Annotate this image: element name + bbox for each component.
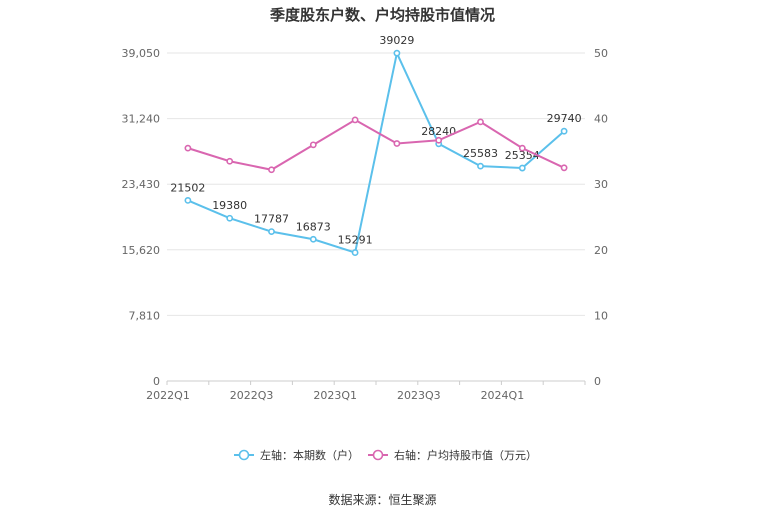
series-line <box>187 50 565 254</box>
x-axis-tick-label: 2023Q1 <box>313 389 357 402</box>
data-point <box>393 140 401 147</box>
data-label: 29740 <box>547 112 582 125</box>
chart-title: 季度股东户数、户均持股市值情况 <box>269 6 495 24</box>
legend-label: 左轴：本期数（户） <box>260 448 359 462</box>
left-axis-tick-label: 31,240 <box>122 113 161 126</box>
data-point <box>477 162 484 170</box>
data-point <box>518 144 526 152</box>
data-label: 28240 <box>421 125 456 138</box>
data-point <box>518 164 526 172</box>
left-axis-tick-label: 15,620 <box>122 244 161 257</box>
data-point <box>268 166 275 174</box>
data-point <box>477 118 484 126</box>
right-axis-tick-label: 0 <box>594 375 601 388</box>
data-point <box>268 228 275 235</box>
left-axis-tick-label: 39,050 <box>122 47 161 60</box>
data-point <box>184 144 192 152</box>
data-point <box>226 157 234 165</box>
data-point <box>560 164 568 172</box>
data-label: 17787 <box>254 213 289 226</box>
x-axis-tick-label: 2024Q1 <box>481 389 525 402</box>
data-point <box>560 127 568 135</box>
right-axis-tick-label: 10 <box>594 309 608 322</box>
right-axis-tick-label: 30 <box>594 178 608 191</box>
left-axis-tick-label: 7,810 <box>129 309 161 322</box>
series-line <box>187 118 565 171</box>
right-axis-tick-label: 20 <box>594 244 608 257</box>
data-point <box>393 49 401 57</box>
x-axis-tick-label: 2023Q3 <box>397 389 441 402</box>
right-axis-tick-label: 40 <box>594 113 608 126</box>
data-label: 16873 <box>296 220 331 233</box>
data-point <box>351 249 359 256</box>
data-label: 21502 <box>170 181 205 194</box>
data-point <box>309 141 317 149</box>
data-point <box>226 214 234 222</box>
data-label: 15291 <box>338 234 373 247</box>
data-point <box>184 196 192 204</box>
data-source: 数据来源：恒生聚源 <box>328 493 437 507</box>
legend-label: 右轴：户均持股市值（万元） <box>394 448 537 462</box>
legend-marker <box>372 449 384 461</box>
left-axis-tick-label: 23,430 <box>122 178 161 191</box>
data-point <box>309 235 317 243</box>
data-label: 25583 <box>463 147 498 160</box>
x-axis-tick-label: 2022Q1 <box>146 389 190 402</box>
right-axis-tick-label: 50 <box>594 47 608 60</box>
data-label: 19380 <box>212 199 247 212</box>
data-point <box>435 136 443 144</box>
data-label: 39029 <box>379 34 414 47</box>
data-point <box>351 116 359 124</box>
x-axis-tick-label: 2022Q3 <box>230 389 274 402</box>
legend-marker <box>238 449 250 461</box>
left-axis-tick-label: 0 <box>153 375 160 388</box>
